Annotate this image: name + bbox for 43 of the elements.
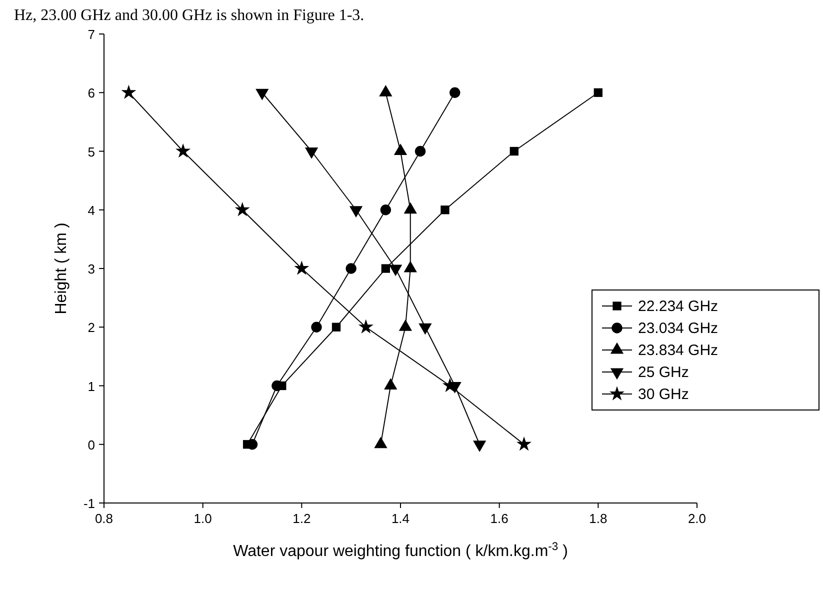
point xyxy=(450,87,460,98)
y-tick-label: 4 xyxy=(88,202,95,218)
x-axis-title: Water vapour weighting function ( k/km.kg.m$^{-3}$ ) xyxy=(233,541,568,560)
y-tick-label: 3 xyxy=(88,262,95,276)
point xyxy=(381,264,390,273)
point xyxy=(516,436,532,451)
point xyxy=(379,85,392,96)
point xyxy=(414,146,426,157)
point xyxy=(176,143,191,158)
x-tick-label: 2.0 xyxy=(688,511,706,526)
y-tick-label: 5 xyxy=(88,144,95,160)
legend-label: 22.234 GHz xyxy=(638,298,718,315)
x-tick-label: 1.4 xyxy=(391,511,410,526)
y-tick-label: 2 xyxy=(88,320,95,336)
y-tick-label: 1 xyxy=(88,378,95,394)
text: Hz, 23.00 GHz and 30.00 GHz is shown in Figure 1-3. xyxy=(14,7,364,24)
point xyxy=(121,84,136,100)
point xyxy=(510,146,518,156)
y-tick-label: -1 xyxy=(83,496,95,511)
point xyxy=(404,202,417,214)
x-tick-label: 1.6 xyxy=(490,511,508,526)
y-axis-title: Height ( km ) xyxy=(53,222,70,314)
y-tick-label: 0 xyxy=(88,437,95,452)
point xyxy=(311,322,322,332)
point xyxy=(358,319,374,334)
legend-label: 25 GHz xyxy=(638,364,689,381)
point xyxy=(332,322,341,332)
y-tick-label: 6 xyxy=(88,86,95,101)
point xyxy=(380,204,392,216)
x-tick-label: 1.8 xyxy=(589,511,608,526)
y-tick-label: 7 xyxy=(88,27,95,42)
point xyxy=(440,206,450,214)
legend-label: 23.834 GHz xyxy=(638,342,718,359)
legend-label: 30 GHz xyxy=(638,386,689,403)
x-tick-label: 1.0 xyxy=(194,511,212,526)
point xyxy=(346,263,356,274)
point xyxy=(594,88,602,97)
point xyxy=(394,144,408,156)
x-tick-label: 1.2 xyxy=(292,511,311,526)
x-tick-label: 0.8 xyxy=(94,511,114,526)
point xyxy=(234,202,250,216)
legend-label: 23.034 GHz xyxy=(638,320,718,337)
point xyxy=(294,260,310,275)
